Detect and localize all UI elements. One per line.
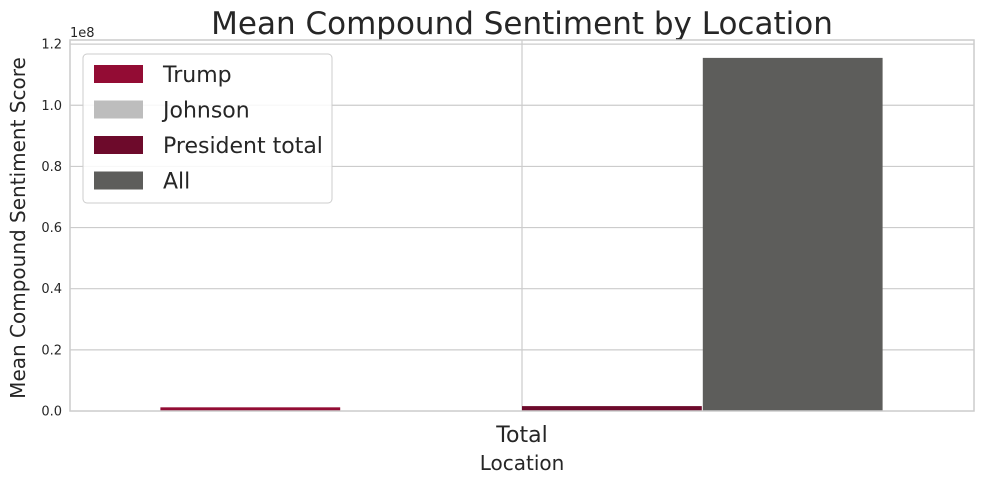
- x-tick-label: Total: [495, 423, 547, 448]
- legend-label: President total: [163, 134, 323, 159]
- legend-swatch: [94, 65, 143, 83]
- legend-label: Trump: [162, 63, 232, 88]
- legend-label: All: [163, 170, 190, 195]
- x-axis-title: Location: [480, 451, 565, 475]
- y-axis-title: Mean Compound Sentiment Score: [6, 57, 30, 399]
- y-tick-label: 1.2: [41, 38, 62, 53]
- y-tick-label: 0.6: [41, 221, 62, 236]
- y-offset-label: 1e8: [70, 26, 95, 41]
- legend-swatch: [94, 171, 143, 190]
- bar-all: [702, 57, 883, 412]
- legend: Trump Johnson President total All: [82, 53, 333, 204]
- y-tick-label: 0.2: [41, 343, 62, 358]
- y-tick-label: 0.8: [41, 160, 62, 175]
- plot-frame: [69, 39, 975, 412]
- y-tick-labels: 0.0 0.2 0.4 0.6 0.8 1.0 1.2: [41, 38, 62, 420]
- legend-label: Johnson: [161, 99, 250, 124]
- y-tick-label: 0.0: [41, 405, 62, 420]
- bar-president-total: [522, 406, 702, 411]
- y-tick-label: 0.4: [41, 282, 62, 297]
- x-tick-labels: Total: [495, 423, 547, 448]
- legend-items: Trump Johnson President total All: [94, 63, 323, 195]
- y-tick-label: 1.0: [41, 99, 62, 114]
- bars: [160, 57, 883, 412]
- legend-swatch: [94, 100, 143, 119]
- legend-box: [82, 53, 333, 204]
- legend-swatch: [94, 136, 143, 154]
- bar-trump: [160, 407, 341, 411]
- chart-title: Mean Compound Sentiment by Location: [211, 6, 833, 42]
